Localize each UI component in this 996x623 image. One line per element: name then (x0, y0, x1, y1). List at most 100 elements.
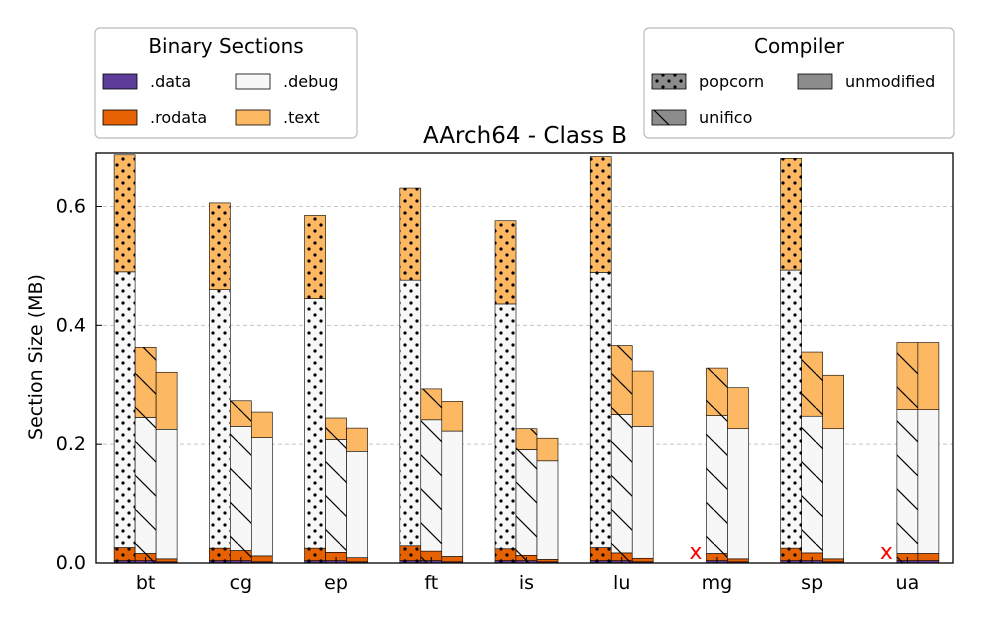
bar-segment-debug (727, 428, 749, 560)
bar-hatch-text (896, 342, 918, 410)
bar-hatch-debug (611, 414, 633, 553)
bar-cg-popcorn (209, 202, 231, 564)
bar-hatch-rodata (209, 548, 231, 561)
bar-is-unifico (515, 428, 538, 564)
legend-compiler: Compiler popcorn unmodified unifico (643, 27, 955, 139)
x-tick-label: ua (896, 572, 920, 594)
bar-bt-unmodified (155, 371, 178, 564)
legend-label: .rodata (150, 108, 207, 127)
legend-swatch (797, 73, 833, 90)
bar-hatch-debug (304, 298, 326, 549)
legend-entry-rodata: .rodata (102, 108, 207, 127)
bar-cg-unifico (230, 400, 252, 564)
legend-entry-debug: .debug (235, 72, 339, 91)
x-tick-label: ft (424, 572, 438, 594)
y-axis-ticks: 0.0 0.2 0.4 0.6 (56, 195, 102, 574)
bar-hatch-text (420, 388, 442, 420)
legend-entry-data: .data (102, 72, 191, 91)
x-tick-label: bt (136, 572, 156, 594)
bar-hatch-text (399, 188, 421, 281)
bar-ua-unifico (896, 342, 919, 564)
bar-ep-popcorn (304, 215, 326, 564)
bar-hatch-text (135, 347, 157, 418)
bar-cg-unmodified (251, 411, 273, 564)
bar-hatch-data (114, 560, 136, 563)
bars (113, 154, 940, 564)
bar-sp-unmodified (822, 374, 844, 564)
bar-hatch-debug (516, 449, 537, 556)
missing-marker: x (689, 540, 702, 565)
legend-label: .data (150, 72, 191, 91)
bar-segment-rodata (727, 558, 749, 563)
bar-hatch-debug (780, 270, 802, 549)
legend-binary-sections: Binary Sections .data .debug .rodata .text (94, 27, 358, 139)
legend-label: popcorn (699, 72, 764, 91)
bar-ep-unmodified (346, 427, 368, 564)
bar-hatch-text (780, 158, 802, 271)
bar-mg-unmodified (727, 387, 749, 564)
legend-entry-text: .text (235, 108, 320, 127)
bar-segment-text (155, 371, 178, 430)
bar-hatch-rodata (114, 547, 136, 561)
bar-segment-text (631, 370, 654, 427)
bar-hatch-data (209, 560, 231, 563)
bar-hatch-text (801, 352, 823, 417)
bar-segment-debug (346, 450, 368, 558)
plot-frame (95, 152, 954, 564)
bar-hatch-rodata (325, 552, 347, 561)
bar-segment-debug (822, 428, 844, 560)
bar-hatch-debug (495, 303, 516, 549)
y-tick-label: 0.2 (56, 433, 86, 455)
legend-label: unmodified (845, 72, 935, 91)
bar-hatch-debug (209, 289, 231, 549)
bar-segment-debug (917, 409, 940, 554)
bar-hatch-rodata (230, 550, 252, 561)
bar-ep-unifico (325, 417, 347, 564)
bar-hatch-text (230, 400, 252, 427)
bar-hatch-text (706, 368, 728, 416)
bar-segment-rodata (631, 557, 654, 563)
bar-segment-rodata (346, 557, 368, 563)
bar-ua-unmodified (917, 342, 940, 564)
bar-hatch-debug (135, 417, 157, 554)
bar-segment-rodata (536, 559, 559, 563)
bar-hatch-text (611, 345, 633, 415)
bar-segment-rodata (917, 553, 940, 561)
y-tick-label: 0.6 (56, 195, 86, 217)
x-tick-label: sp (801, 572, 823, 594)
bar-segment-debug (251, 437, 273, 557)
legend-swatch-hatch (652, 110, 686, 125)
bar-hatch-debug (399, 280, 421, 546)
bar-segment-debug (155, 429, 178, 560)
x-tick-label: mg (702, 572, 733, 594)
bar-is-unmodified (536, 437, 559, 564)
bar-segment-text (822, 374, 844, 430)
bar-lu-unifico (610, 345, 633, 564)
bar-hatch-text (495, 220, 516, 304)
bar-segment-text (917, 342, 940, 410)
bar-segment-debug (631, 426, 654, 559)
bar-hatch-data (495, 560, 516, 563)
legend-swatch (102, 73, 138, 90)
bar-hatch-debug (896, 409, 918, 554)
missing-marker: x (880, 540, 893, 565)
x-tick-label: cg (230, 572, 253, 594)
bar-segment-text (536, 437, 559, 462)
bar-hatch-rodata (801, 552, 823, 561)
bar-sp-popcorn (780, 158, 802, 564)
bar-hatch-debug (706, 415, 728, 554)
bar-hatch-data (304, 560, 326, 563)
bar-sp-unifico (801, 351, 823, 564)
bar-segment-rodata (155, 558, 178, 563)
legend-label: .debug (283, 72, 339, 91)
bar-segment-rodata (822, 558, 844, 563)
bar-mg-unifico (706, 367, 728, 564)
legend-label: .text (283, 108, 320, 127)
bar-segment-rodata (441, 556, 464, 563)
bar-ft-unifico (420, 388, 443, 564)
legend-entry-unifico: unifico (651, 108, 752, 127)
x-tick-label: lu (613, 572, 630, 594)
y-tick-label: 0.4 (56, 314, 86, 336)
